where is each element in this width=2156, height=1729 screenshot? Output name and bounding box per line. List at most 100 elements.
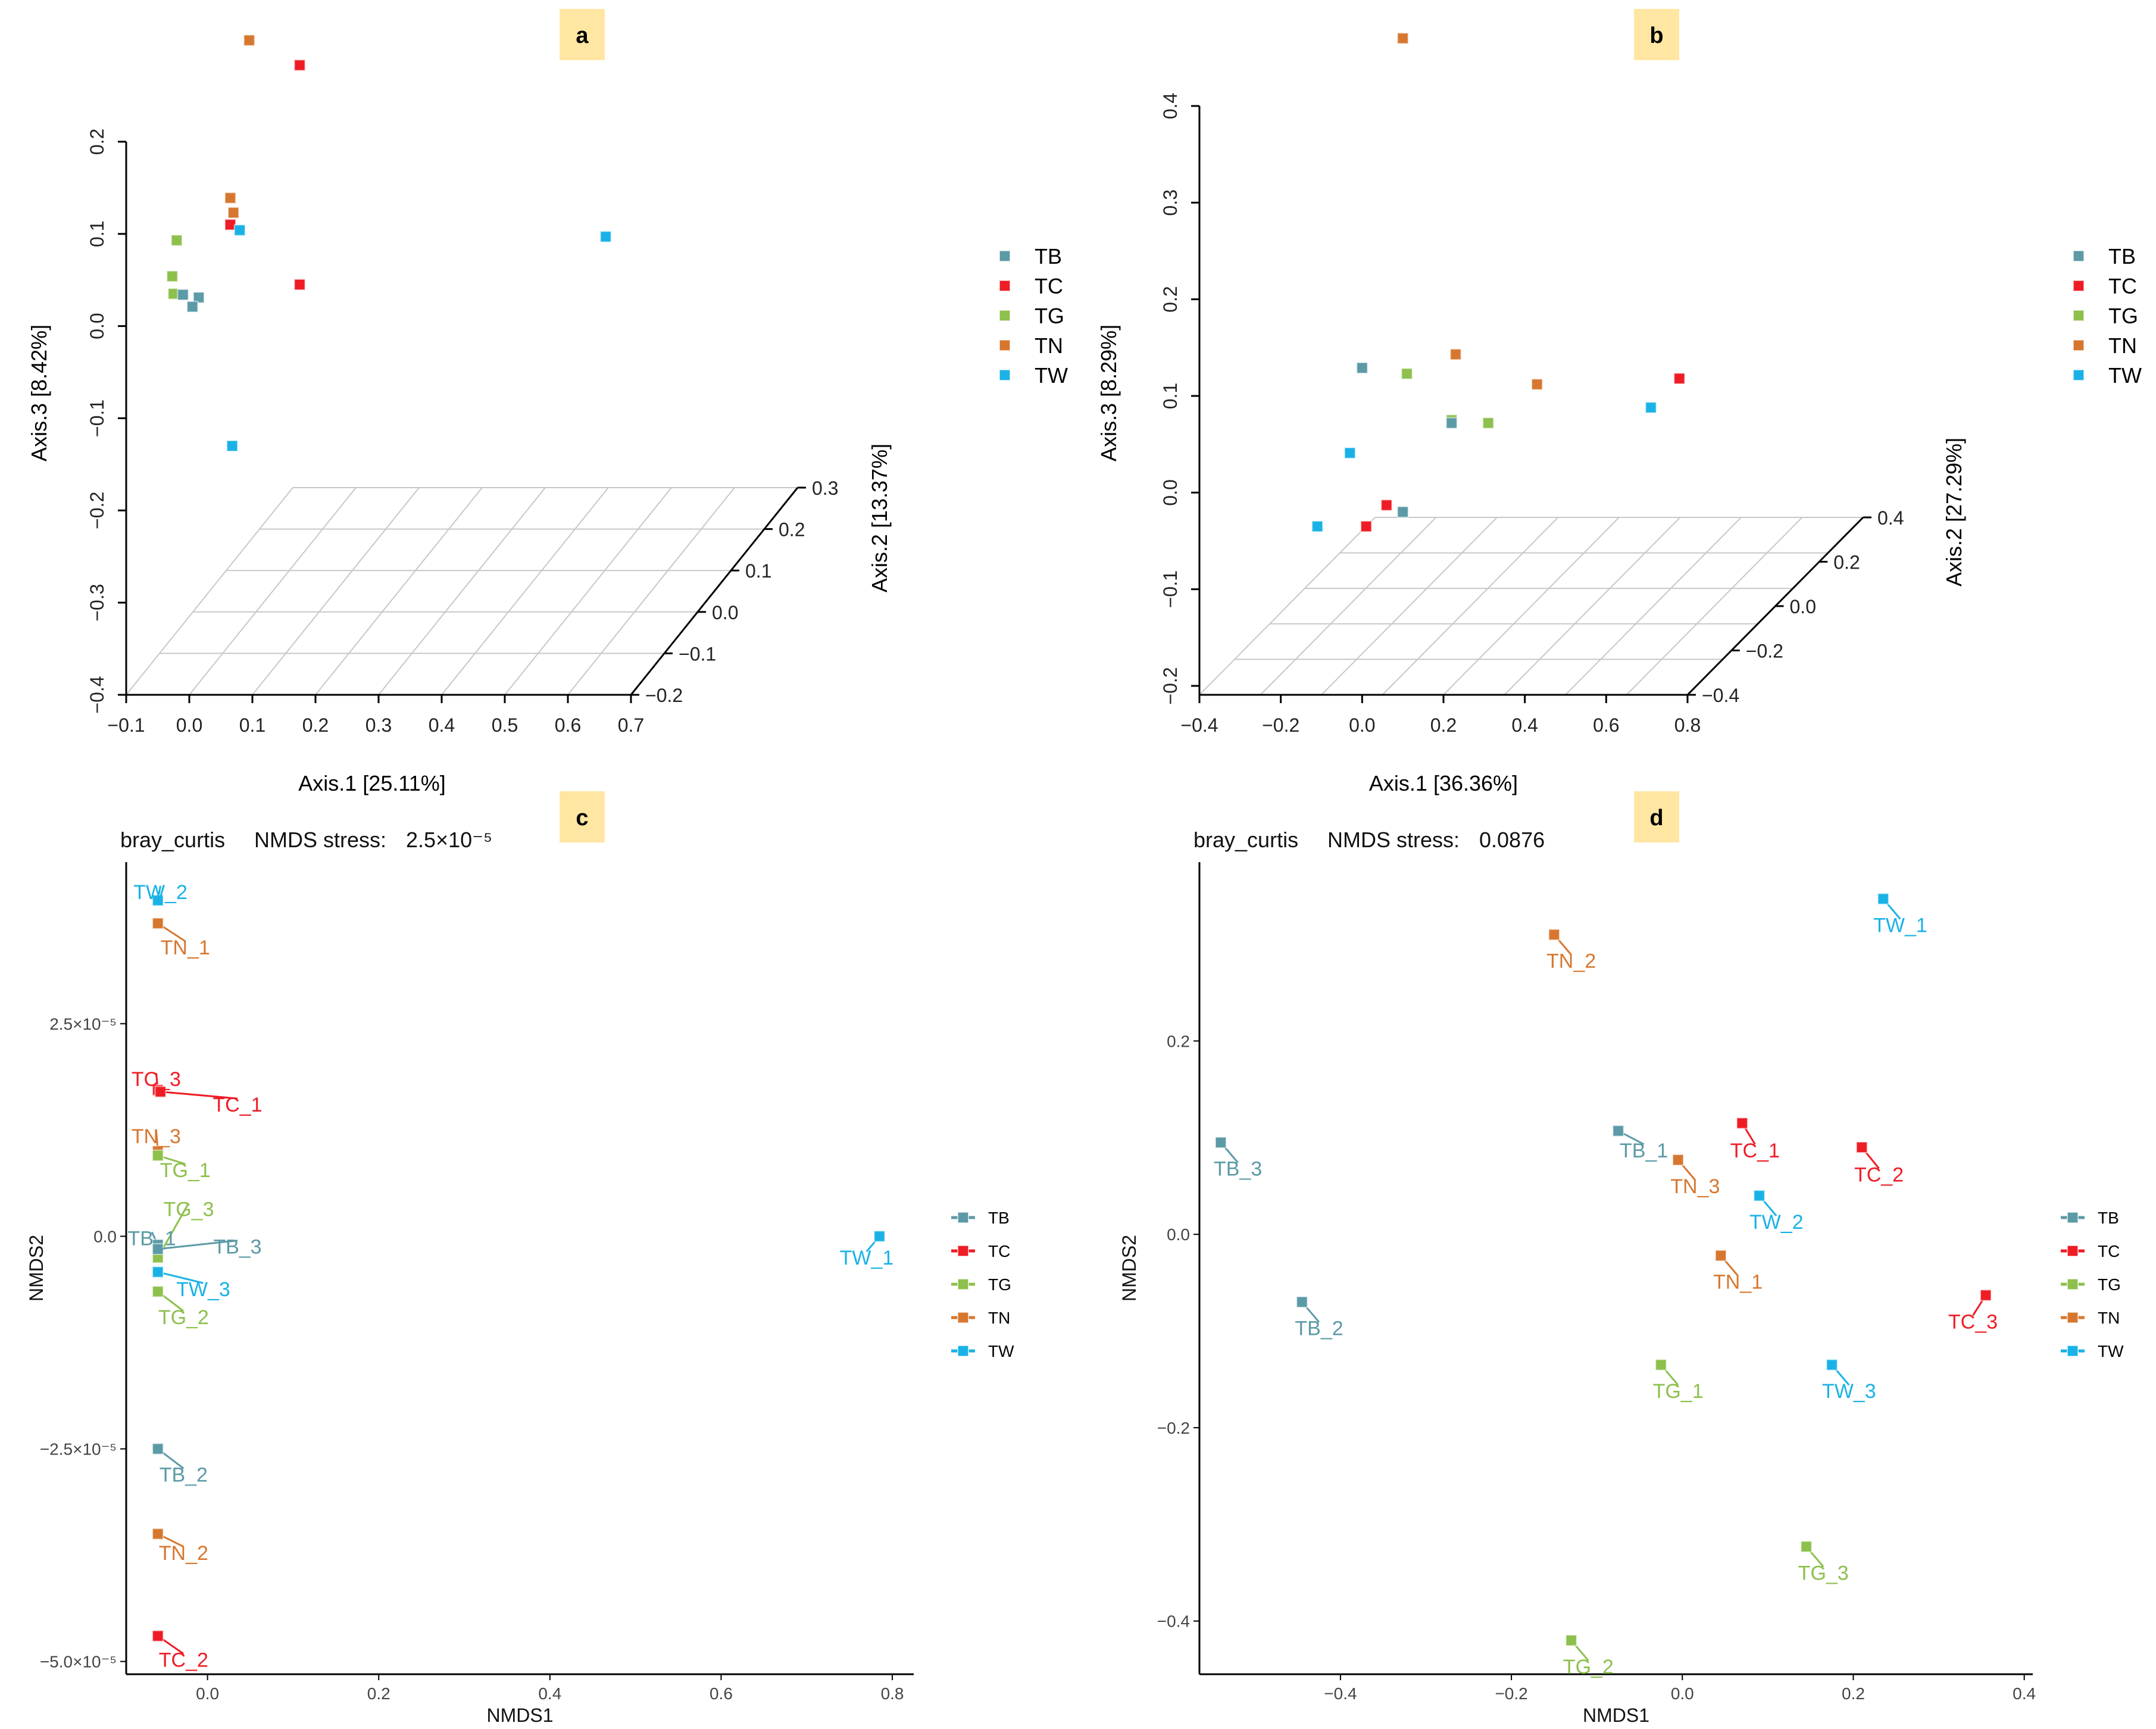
data-point — [1645, 401, 1657, 414]
legend-key — [2067, 1212, 2079, 1224]
z-tick-label: −0.2 — [645, 685, 683, 706]
y-tick-label: −5.0×10⁻⁵ — [40, 1653, 117, 1671]
x-tick-label: 0.1 — [239, 714, 265, 736]
data-point — [152, 1149, 164, 1162]
data-point — [243, 34, 255, 46]
data-point — [226, 439, 239, 452]
x-tick-label: −0.4 — [1180, 714, 1218, 736]
x-tick-label: 0.8 — [881, 1684, 904, 1703]
x-tick-label: 0.0 — [1349, 714, 1375, 736]
subtitle-stress-label: NMDS stress: — [1327, 828, 1460, 852]
grid-line — [1199, 517, 1376, 695]
x-tick-label: 0.0 — [1671, 1684, 1694, 1703]
point-label: TC_3 — [1948, 1310, 1998, 1333]
y-tick-label: −0.1 — [86, 400, 108, 437]
data-point — [152, 1630, 164, 1642]
y-tick-label: 0.0 — [1160, 479, 1181, 505]
x-tick-label: 0.2 — [1842, 1684, 1865, 1703]
legend-key — [2073, 250, 2085, 262]
y-axis-title: NMDS2 — [1118, 1235, 1140, 1302]
data-point — [154, 1085, 167, 1098]
y-tick-label: 0.2 — [1167, 1032, 1190, 1050]
data-point — [233, 224, 246, 236]
z-axis-line — [630, 487, 799, 695]
z-tick-label: 0.0 — [712, 602, 738, 623]
y-axis-title: NMDS2 — [26, 1235, 47, 1302]
y-tick-label: −0.4 — [1157, 1612, 1190, 1631]
label-leader-line — [160, 1091, 238, 1100]
data-point — [1548, 928, 1560, 941]
z-tick-label: −0.1 — [679, 643, 716, 664]
legend-key — [999, 310, 1011, 322]
panel-label: a — [576, 23, 589, 48]
data-point — [1214, 1136, 1227, 1148]
data-point — [152, 1528, 164, 1540]
data-point — [873, 1230, 886, 1243]
data-point — [1673, 372, 1686, 385]
data-point — [293, 59, 306, 71]
point-label: TW_2 — [1749, 1211, 1804, 1234]
point-label: TW_1 — [1873, 915, 1927, 937]
y-tick-label: −0.4 — [86, 676, 108, 713]
legend-key — [2073, 339, 2085, 351]
panel-label: c — [576, 806, 588, 831]
x-tick-label: 0.2 — [1430, 714, 1457, 736]
z-tick-label: −0.4 — [1702, 685, 1739, 706]
point-label: TB_1 — [128, 1227, 176, 1250]
legend-label: TN — [2108, 333, 2137, 358]
legend-label: TG — [2108, 304, 2138, 328]
data-point — [1311, 520, 1324, 533]
y-tick-label: 0.0 — [86, 313, 108, 339]
data-point — [1877, 892, 1889, 905]
legend-label: TC — [988, 1242, 1010, 1260]
data-point — [293, 278, 306, 291]
data-point — [224, 192, 236, 204]
y-tick-label: −0.3 — [86, 584, 108, 622]
panel-label: b — [1649, 23, 1663, 48]
legend-key — [2073, 280, 2085, 292]
legend-key — [957, 1245, 969, 1257]
data-point — [1714, 1249, 1727, 1262]
point-label: TB_2 — [160, 1463, 208, 1486]
z-tick-label: 0.0 — [1790, 596, 1816, 617]
data-point — [1360, 520, 1373, 533]
grid-line — [1504, 517, 1681, 695]
data-point — [1672, 1154, 1685, 1166]
panel-label: d — [1649, 806, 1663, 831]
legend-key — [999, 250, 1011, 262]
legend-label: TC — [2098, 1242, 2120, 1260]
grid-line — [1260, 517, 1437, 695]
legend-label: TN — [988, 1309, 1010, 1327]
x-axis-title: NMDS1 — [1583, 1705, 1649, 1726]
legend-key — [999, 339, 1011, 351]
data-point — [1296, 1296, 1308, 1308]
grid-line — [378, 487, 546, 695]
grid-line — [567, 487, 735, 695]
grid-line — [1565, 517, 1742, 695]
point-label: TW_3 — [1822, 1380, 1876, 1403]
point-label: TG_2 — [1563, 1656, 1614, 1678]
data-point — [152, 1243, 164, 1255]
point-label: TC_2 — [1854, 1163, 1904, 1186]
y-axis-title: Axis.3 [8.29%] — [1096, 324, 1121, 461]
subtitle-metric: bray_curtis — [1193, 828, 1298, 852]
legend-key — [999, 280, 1011, 292]
point-label: TB_3 — [1214, 1158, 1262, 1181]
label-leader-line — [158, 1240, 238, 1250]
panel-badge-bg — [1634, 791, 1679, 842]
legend-label: TN — [1035, 333, 1063, 358]
y-tick-label: 0.3 — [1160, 189, 1181, 216]
grid-line — [1382, 517, 1559, 695]
data-point — [166, 270, 179, 283]
grid-line — [1443, 517, 1620, 695]
panel-badge-bg — [560, 791, 605, 842]
z-axis-title: Axis.2 [27.29%] — [1942, 438, 1966, 586]
data-point — [1855, 1141, 1868, 1154]
z-tick-label: −0.2 — [1746, 641, 1783, 662]
data-point — [1343, 447, 1356, 459]
x-axis-title: Axis.1 [25.11%] — [298, 771, 445, 795]
data-point — [1980, 1289, 1992, 1302]
point-label: TC_2 — [159, 1649, 208, 1672]
legend-label: TN — [2098, 1309, 2120, 1327]
